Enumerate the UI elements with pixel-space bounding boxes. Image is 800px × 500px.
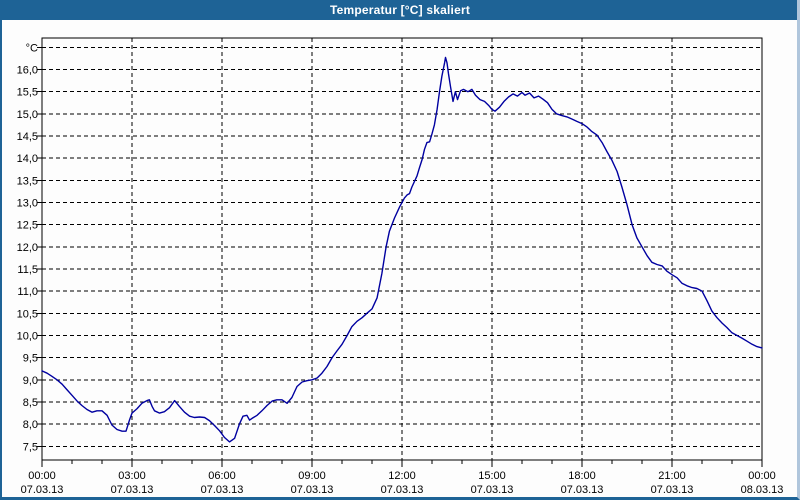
y-axis-label: 13,0 bbox=[17, 197, 38, 209]
x-axis-time-label: 06:00 bbox=[208, 470, 236, 482]
y-axis-label: 12,0 bbox=[17, 242, 38, 254]
plot-border bbox=[41, 37, 763, 461]
x-axis-time-label: 09:00 bbox=[298, 470, 326, 482]
y-axis-label: 8,0 bbox=[23, 419, 38, 431]
x-axis-date-label: 07.03.13 bbox=[651, 484, 694, 496]
x-axis-time-label: 21:00 bbox=[658, 470, 686, 482]
chart-title: Temperatur [°C] skaliert bbox=[329, 3, 471, 17]
chart-svg: °C 16,0 15,5 15,0 14,5 14,0 13,5 13,0 12,5 12,0 11… bbox=[17, 37, 784, 496]
y-axis-label: 10,0 bbox=[17, 330, 38, 342]
temperature-line bbox=[41, 56, 763, 443]
y-axis-label: 11,5 bbox=[17, 264, 38, 276]
y-axis-label: 15,0 bbox=[17, 109, 38, 121]
x-axis-time-label: 00:00 bbox=[28, 470, 56, 482]
y-axis-label: 15,5 bbox=[17, 87, 38, 99]
y-axis-label: 10,5 bbox=[17, 308, 38, 320]
y-axis-label: 11,0 bbox=[17, 286, 38, 298]
y-axis-label: 14,5 bbox=[17, 131, 38, 143]
y-axis-unit-label: °C bbox=[26, 42, 38, 54]
y-axis-label: 9,5 bbox=[23, 353, 38, 365]
x-axis-date-label: 07.03.13 bbox=[561, 484, 604, 496]
x-axis-time-label: 12:00 bbox=[388, 470, 416, 482]
y-axis-label: 12,5 bbox=[17, 220, 38, 232]
x-axis-date-label: 07.03.13 bbox=[381, 484, 424, 496]
title-bar: Temperatur [°C] skaliert bbox=[2, 0, 797, 20]
y-axis-label: 8,5 bbox=[23, 397, 38, 409]
y-axis-label: 14,0 bbox=[17, 153, 38, 165]
x-axis-date-label: 07.03.13 bbox=[201, 484, 244, 496]
y-axis-label: 13,5 bbox=[17, 175, 38, 187]
x-axis-date-label: 07.03.13 bbox=[291, 484, 334, 496]
y-axis-label: 9,0 bbox=[23, 375, 38, 387]
x-axis-date-label: 07.03.13 bbox=[21, 484, 64, 496]
x-axis-date-label: 07.03.13 bbox=[111, 484, 154, 496]
x-axis-time-label: 00:00 bbox=[748, 470, 776, 482]
x-axis-time-label: 15:00 bbox=[478, 470, 506, 482]
x-axis-date-label: 07.03.13 bbox=[471, 484, 514, 496]
chart-area: °C 16,0 15,5 15,0 14,5 14,0 13,5 13,0 12,5 12,0 11… bbox=[2, 20, 797, 497]
x-axis-date-label: 08.03.13 bbox=[741, 484, 784, 496]
y-axis-label: 7,5 bbox=[23, 441, 38, 453]
y-axis-label: 16,0 bbox=[17, 64, 38, 76]
x-axis-time-label: 03:00 bbox=[118, 470, 146, 482]
x-axis-time-label: 18:00 bbox=[568, 470, 596, 482]
